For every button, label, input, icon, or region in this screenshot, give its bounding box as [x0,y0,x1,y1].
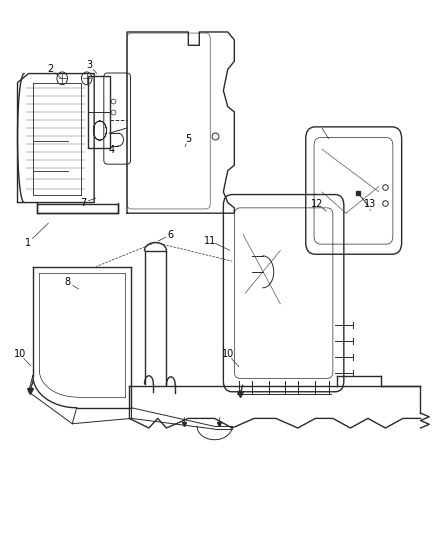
Text: 11: 11 [204,236,216,246]
Text: 4: 4 [109,146,115,155]
Text: 13: 13 [364,199,376,208]
Text: 10: 10 [14,350,26,359]
Text: 10: 10 [222,350,234,359]
Text: 1: 1 [25,238,32,247]
Text: 12: 12 [311,199,324,208]
Text: 2: 2 [47,64,53,74]
Text: 3: 3 [87,60,93,70]
Text: 5: 5 [185,134,191,143]
Text: 8: 8 [65,278,71,287]
Text: 7: 7 [80,198,86,207]
Text: 6: 6 [168,230,174,239]
